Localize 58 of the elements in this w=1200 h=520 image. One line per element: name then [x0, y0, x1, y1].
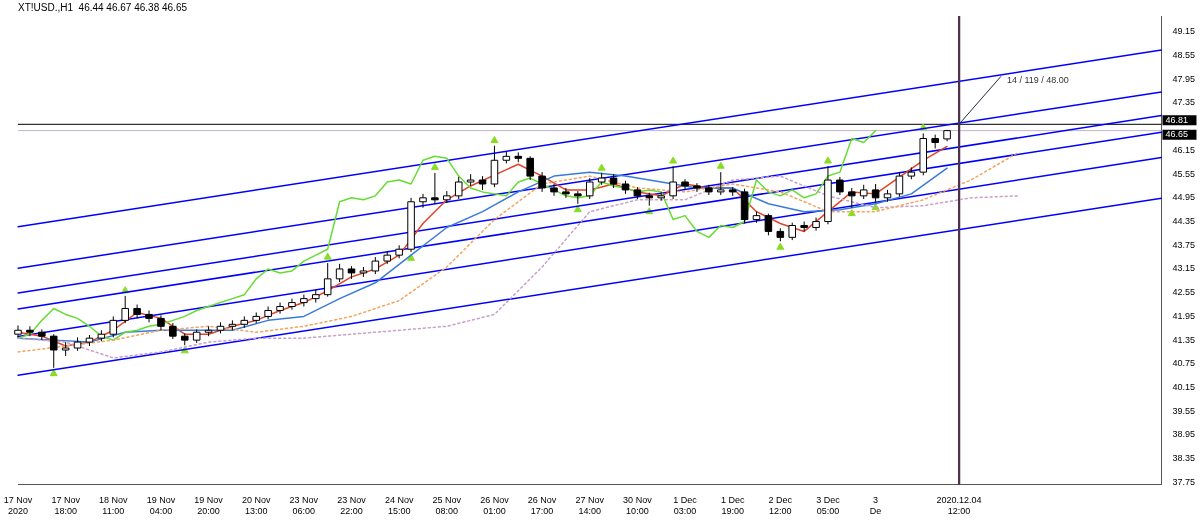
y-tick-label: 44.35 — [1172, 216, 1196, 227]
y-tick-label: 44.95 — [1172, 192, 1196, 203]
y-tick-label: 38.95 — [1172, 429, 1196, 440]
y-tick-label: 49.15 — [1172, 26, 1196, 37]
point — [430, 162, 439, 170]
y-tick-label: 38.35 — [1172, 453, 1196, 464]
y-tick-label: 37.75 — [1172, 476, 1196, 487]
x-tick-label: 3 Dec 05:00 — [816, 495, 841, 517]
y-tick-label: 40.75 — [1172, 358, 1196, 369]
point — [824, 156, 832, 164]
x-tick-label: 20 Nov 13:00 — [241, 495, 271, 517]
x-tick-label: 2 Dec 12:00 — [768, 495, 793, 517]
point — [573, 205, 582, 213]
y-tick-label: 43.15 — [1172, 263, 1196, 274]
x-tick-label: 1 Dec 03:00 — [673, 495, 698, 517]
ref-line-label: 46.81 — [1165, 114, 1189, 125]
annotation: 14 / 119 / 48.00 — [1006, 74, 1069, 85]
candlestick — [276, 302, 284, 315]
x-tick-label: 23 Nov 22:00 — [337, 495, 367, 517]
x-tick-label: 17 Nov 18:00 — [51, 495, 81, 517]
point — [597, 163, 606, 171]
x-tick-label: 1 Dec 19:00 — [720, 495, 745, 517]
x-tick-label: 26 Nov 17:00 — [527, 495, 557, 517]
y-tick-label: 47.95 — [1172, 73, 1196, 84]
point — [776, 242, 785, 250]
x-tick-label: 26 Nov 01:00 — [480, 495, 510, 517]
x-tick-label: 18 Nov 11:00 — [99, 495, 129, 517]
x-tick-label: 24 Nov 15:00 — [384, 495, 414, 517]
ref-line-label: 46.65 — [1165, 129, 1189, 140]
y-tick-label: 46.15 — [1172, 144, 1196, 155]
point — [716, 161, 725, 169]
candlestick — [121, 295, 129, 324]
point — [669, 156, 678, 164]
y-tick-label: 40.15 — [1172, 382, 1196, 393]
y-tick-label: 41.35 — [1172, 334, 1196, 345]
y-tick-label: 41.95 — [1172, 310, 1196, 321]
x-tick-label: 19 Nov 20:00 — [194, 495, 224, 517]
point — [847, 209, 856, 217]
y-tick-label: 43.75 — [1172, 239, 1196, 250]
y-tick-label: 48.55 — [1172, 50, 1196, 61]
y-tick-label: 47.35 — [1172, 97, 1196, 108]
point — [49, 369, 58, 377]
x-tick-label: 2020.12.04 12:00 — [936, 495, 982, 517]
x-tick-label: 17 Nov 2020 — [3, 495, 33, 517]
x-tick-label: 27 Nov 14:00 — [575, 495, 605, 517]
x-tick-label: 19 Nov 04:00 — [146, 495, 176, 517]
candlestick — [812, 217, 820, 232]
y-tick-label: 45.55 — [1172, 168, 1196, 179]
point — [490, 136, 499, 144]
x-tick-label: 30 Nov 10:00 — [623, 495, 653, 517]
chart-title: XT!USD.,H1 46.44 46.67 46.38 46.65 — [18, 1, 188, 13]
y-tick-label: 39.55 — [1172, 405, 1196, 416]
x-tick-label: 23 Nov 06:00 — [289, 495, 319, 517]
y-tick-label: 42.55 — [1172, 287, 1196, 298]
x-tick-label: 25 Nov 08:00 — [432, 495, 462, 517]
candlestick — [800, 221, 808, 232]
point — [323, 252, 332, 260]
x-tick-label: 3 De — [869, 495, 882, 517]
